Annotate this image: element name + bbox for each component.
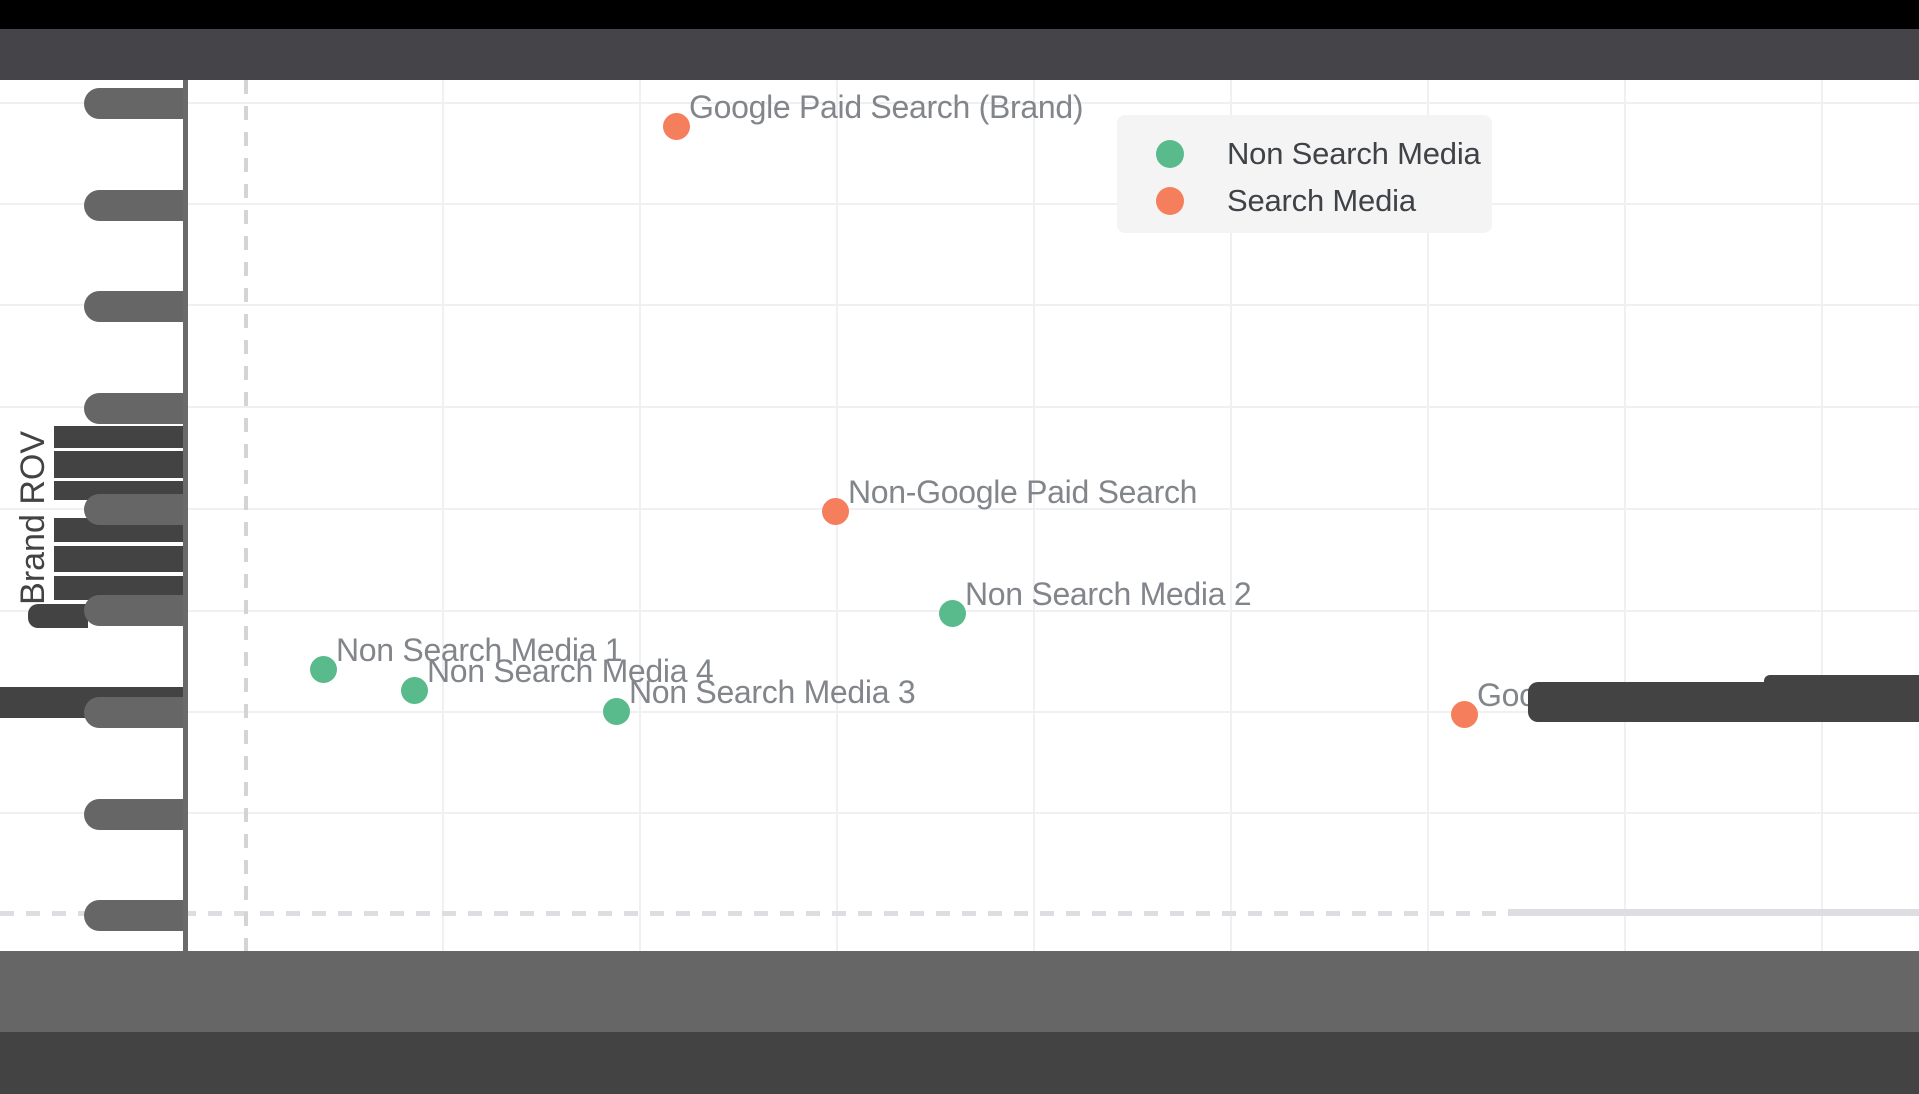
chart-legend: Non Search Media Search Media (1117, 115, 1492, 233)
horizontal-gridline (0, 508, 1919, 510)
data-point (400, 676, 428, 704)
legend-label: Non Search Media (1227, 135, 1481, 171)
vertical-gridline (1624, 80, 1626, 951)
y-tick-label-redaction-pill (84, 291, 186, 322)
vertical-gridline (1230, 80, 1232, 951)
redaction-bar-point-label (1528, 682, 1919, 722)
y-tick-label-redaction-pill (84, 88, 186, 119)
horizontal-gridline (0, 102, 1919, 104)
y-tick-label-redaction-pill (84, 697, 186, 728)
y-axis-line (183, 80, 188, 953)
data-point (662, 112, 690, 140)
data-point-label: Non Search Media 1 (336, 632, 623, 668)
legend-item-search-media: Search Media (1117, 177, 1492, 224)
data-point (821, 497, 849, 525)
legend-label: Search Media (1227, 182, 1416, 218)
vertical-gridline (442, 80, 444, 951)
vertical-gridline (1427, 80, 1429, 951)
vertical-gridline (639, 80, 641, 951)
legend-swatch-search-media (1156, 186, 1184, 215)
data-point (602, 697, 630, 725)
vertical-gridline (1821, 80, 1823, 951)
data-point (938, 599, 966, 627)
horizontal-gridline (0, 812, 1919, 814)
y-tick-label-redaction-pill (84, 393, 186, 424)
data-point (309, 655, 337, 683)
data-point-label: Non-Google Paid Search (848, 474, 1198, 510)
legend-swatch-non-search-media (1156, 139, 1184, 168)
y-axis-title-text: Brand ROV (13, 431, 52, 605)
data-point-label: Non Search Media 4 (427, 653, 714, 689)
data-point-label: Google Paid Search (Brand) (689, 89, 1084, 125)
y-tick-label-redaction-pill (84, 799, 186, 830)
horizontal-gridline (0, 203, 1919, 205)
horizontal-gridline (0, 711, 1919, 713)
redaction-bar-top-black (0, 0, 1919, 29)
reference-line-right-strip (1508, 909, 1919, 916)
data-point (1450, 700, 1478, 728)
horizontal-gridline (0, 406, 1919, 408)
y-tick-label-redaction-pill (84, 494, 186, 525)
redaction-bar-x-tick-labels (0, 951, 1919, 1032)
vertical-gridline (1033, 80, 1035, 951)
redaction-bar (54, 451, 186, 478)
horizontal-dashed-reference-line (0, 911, 1919, 916)
vertical-dashed-reference-line (244, 80, 248, 951)
data-point-label: Non Search Media 2 (965, 576, 1252, 612)
y-tick-label-redaction-pill (84, 900, 186, 931)
redaction-bar (54, 426, 186, 448)
redaction-bar-bottom (0, 1032, 1919, 1094)
horizontal-gridline (0, 304, 1919, 306)
redaction-bar (54, 546, 186, 572)
y-tick-label-redaction-pill (84, 595, 186, 626)
data-point-label: Non Search Media 3 (629, 674, 916, 710)
y-tick-label-redaction-pill (84, 190, 186, 221)
redaction-bar (28, 604, 88, 628)
redaction-bar-chart-title (0, 29, 1919, 80)
legend-item-non-search-media: Non Search Media (1117, 130, 1492, 177)
